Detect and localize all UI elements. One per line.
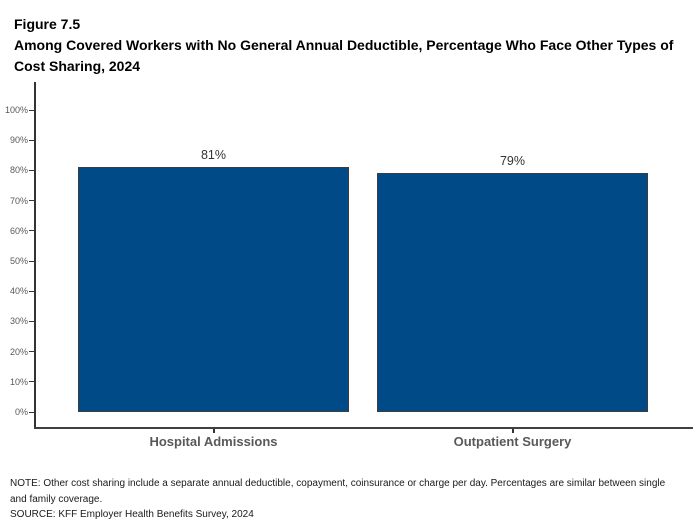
note-text: NOTE: Other cost sharing include a separ… xyxy=(10,478,666,505)
figure-title: Among Covered Workers with No General An… xyxy=(14,37,674,74)
bar-value-label: 81% xyxy=(200,148,227,163)
y-tick-label: 0% xyxy=(14,407,28,417)
x-category-label: Hospital Admissions xyxy=(149,434,278,449)
y-tick-mark xyxy=(29,109,34,111)
bar-outpatient-surgery xyxy=(377,173,648,412)
chart-header: Figure 7.5 Among Covered Workers with No… xyxy=(14,14,694,77)
y-tick-label: 90% xyxy=(9,135,28,146)
source-text: SOURCE: KFF Employer Health Benefits Sur… xyxy=(10,509,254,520)
x-tick-mark xyxy=(511,429,514,433)
chart-footer: NOTE: Other cost sharing include a separ… xyxy=(10,476,672,523)
y-tick-label: 40% xyxy=(9,286,28,297)
bar-hospital-admissions xyxy=(78,167,349,412)
figure-number: Figure 7.5 xyxy=(14,16,81,32)
y-tick-mark xyxy=(29,139,34,141)
y-axis-line xyxy=(34,82,36,429)
y-tick-mark xyxy=(29,351,34,353)
y-tick-label: 80% xyxy=(9,165,28,176)
y-tick-label: 20% xyxy=(9,346,28,357)
y-tick-label: 60% xyxy=(9,225,28,236)
x-category-label: Outpatient Surgery xyxy=(453,434,572,449)
y-tick-mark xyxy=(29,230,34,232)
x-axis-line xyxy=(34,427,693,429)
y-tick-label: 70% xyxy=(9,195,28,206)
y-tick-mark xyxy=(29,411,34,413)
y-tick-label: 100% xyxy=(4,105,28,115)
y-tick-label: 10% xyxy=(9,376,28,387)
y-tick-label: 50% xyxy=(9,256,28,266)
x-tick-mark xyxy=(212,429,215,433)
y-tick-mark xyxy=(29,290,34,292)
y-tick-mark xyxy=(29,320,34,322)
y-tick-label: 30% xyxy=(9,316,28,327)
y-tick-mark xyxy=(29,169,34,171)
bar-value-label: 79% xyxy=(499,154,526,169)
y-tick-mark xyxy=(29,260,34,262)
y-tick-mark xyxy=(29,381,34,383)
y-tick-mark xyxy=(29,200,34,202)
